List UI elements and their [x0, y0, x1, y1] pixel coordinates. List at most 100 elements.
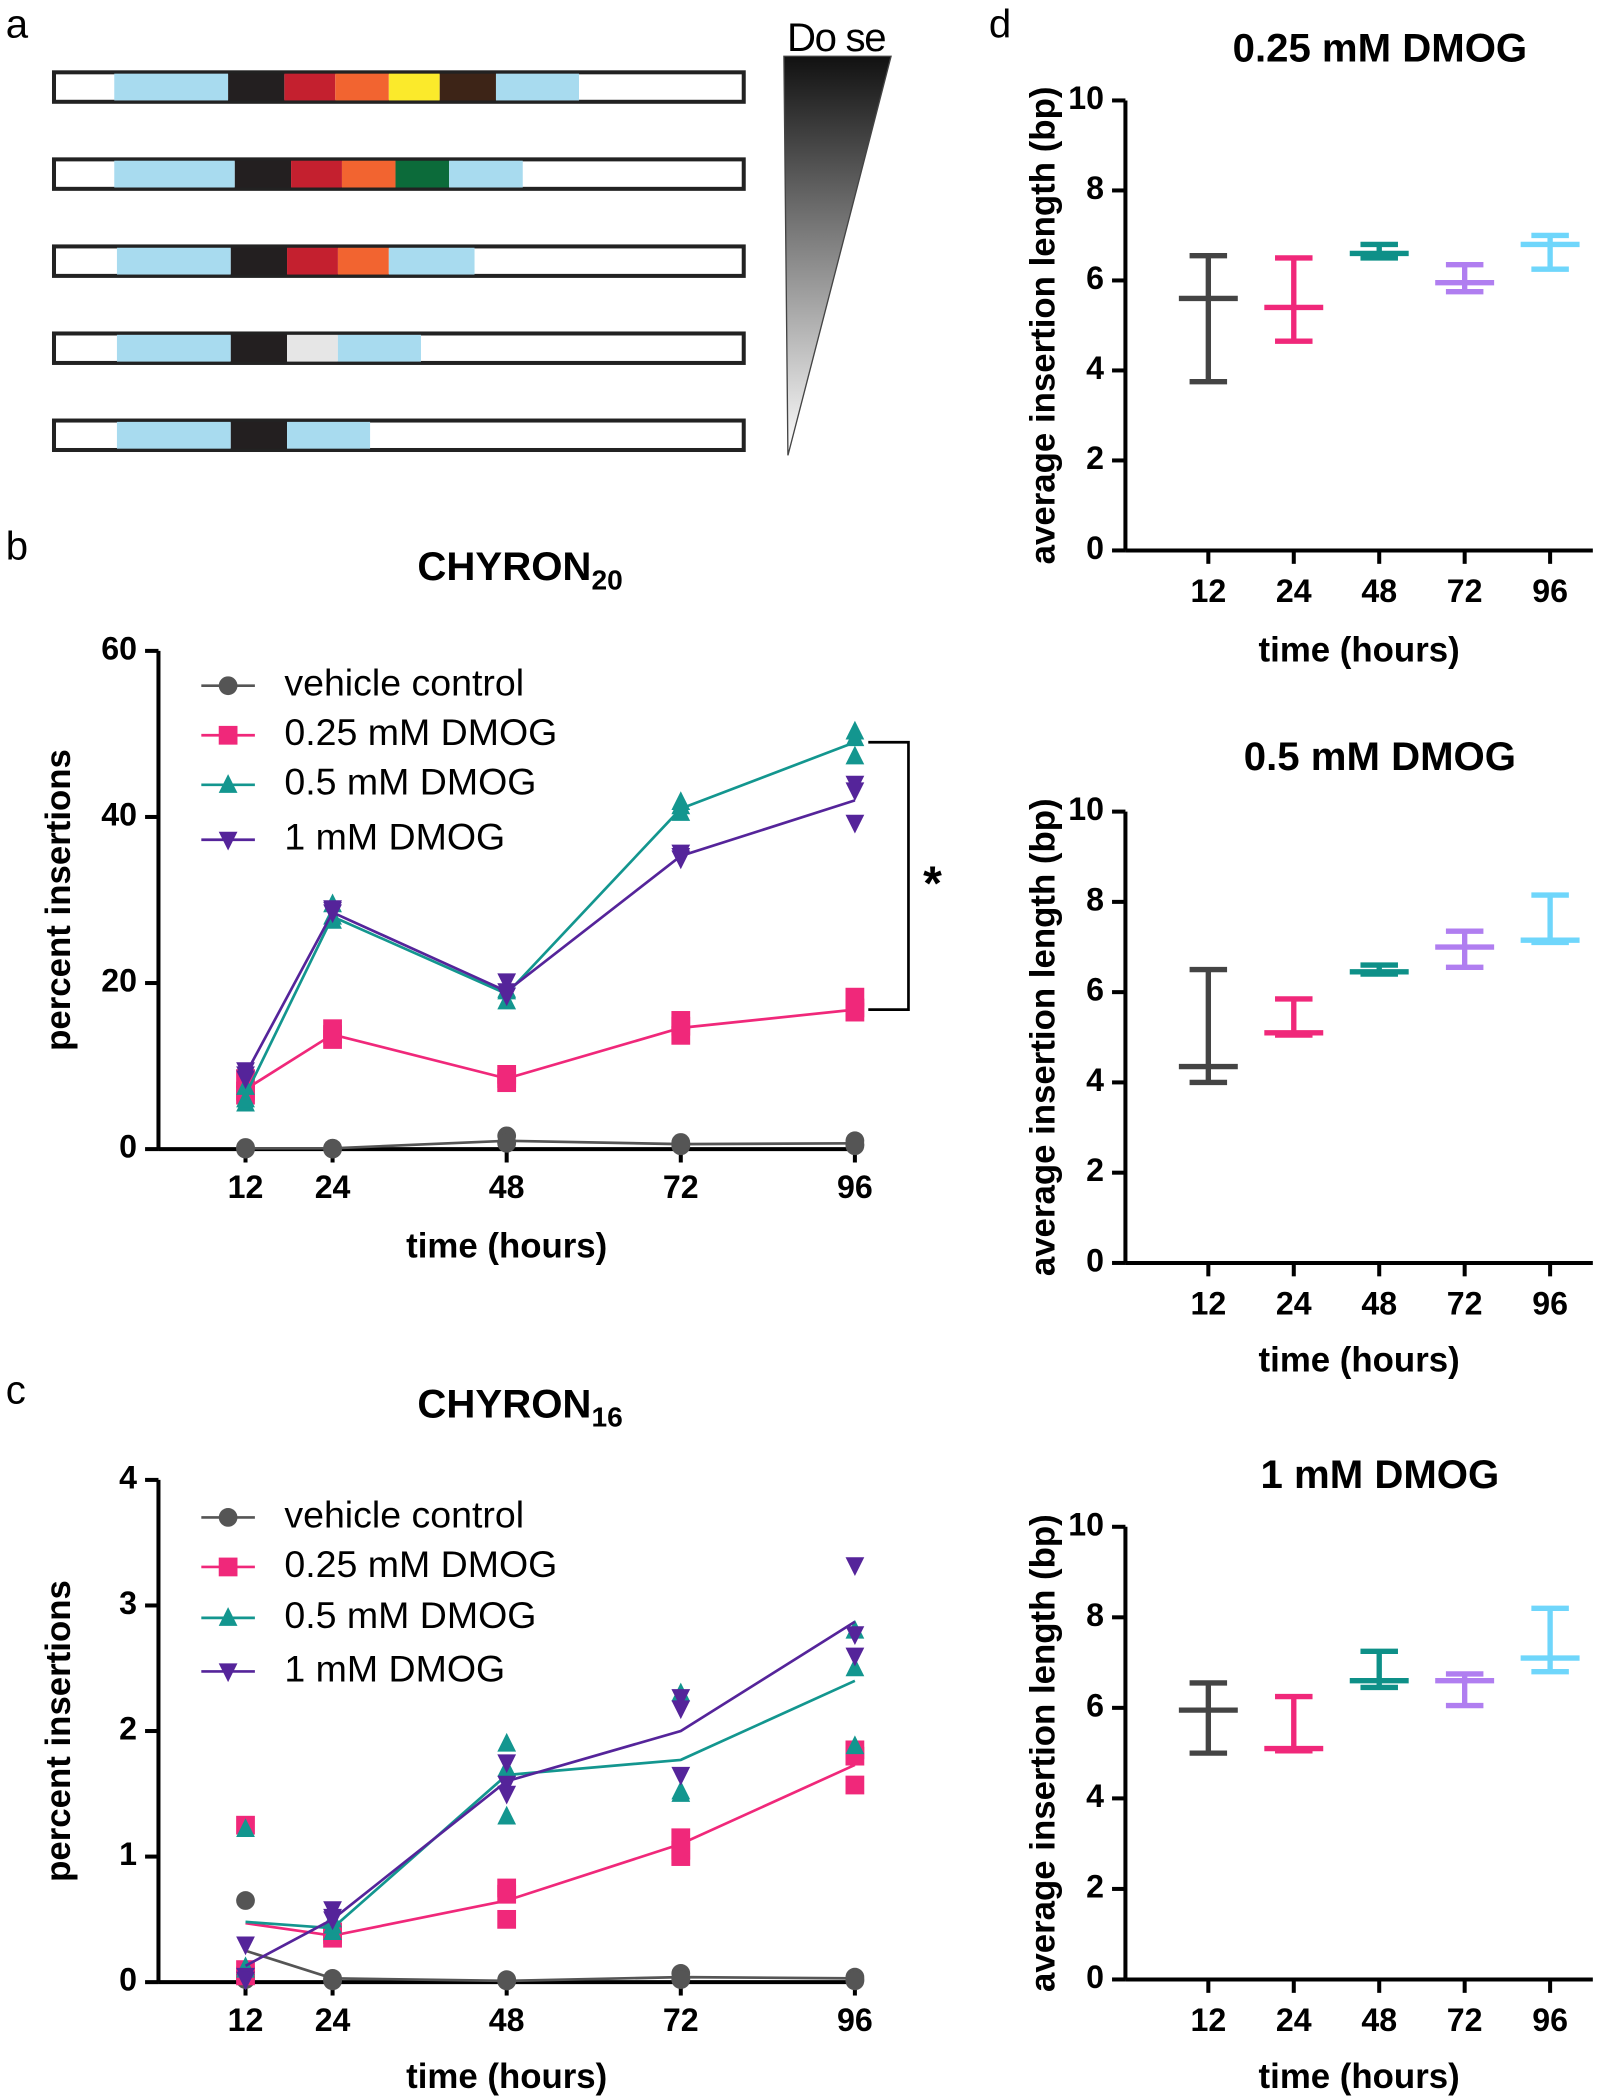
- marker: [218, 774, 238, 793]
- marker: [497, 987, 517, 1007]
- y-tick-label: 0: [1086, 1959, 1104, 1995]
- x-tick-label: 96: [1532, 573, 1568, 609]
- marker: [845, 1626, 865, 1646]
- chart-title-main: CHYRON: [417, 544, 591, 589]
- marker: [671, 1970, 691, 1990]
- marker: [845, 1971, 865, 1991]
- marker: [323, 1971, 342, 1991]
- y-tick-label: 6: [1086, 972, 1104, 1008]
- marker: [845, 814, 865, 834]
- marker: [497, 1884, 517, 1904]
- x-axis-label: time (hours): [1259, 2057, 1460, 2096]
- y-tick-label: 10: [1068, 1506, 1104, 1542]
- legend-label: vehicle control: [284, 662, 524, 704]
- marker: [671, 1136, 691, 1156]
- chart-title-subscript: 20: [591, 565, 622, 596]
- x-tick-label: 12: [228, 1169, 264, 1205]
- marker: [497, 1909, 517, 1929]
- legend-label: 1 mM DMOG: [284, 816, 505, 858]
- marker: [845, 727, 865, 747]
- marker: [845, 1557, 865, 1577]
- x-tick-label: 12: [228, 2002, 264, 2038]
- marker: [323, 1921, 342, 1940]
- marker: [323, 1138, 342, 1158]
- x-tick-label: 96: [1532, 1285, 1568, 1321]
- marker: [845, 1775, 865, 1795]
- y-axis-label: percent insertions: [39, 1580, 78, 1882]
- legend-label: 0.5 mM DMOG: [284, 761, 536, 803]
- marker: [671, 1689, 691, 1708]
- marker: [323, 1025, 342, 1044]
- marker: [497, 1805, 517, 1825]
- marker: [845, 998, 865, 1018]
- chart-title: CHYRON20: [417, 544, 622, 596]
- y-tick-label: 0: [1086, 530, 1104, 566]
- x-tick-label: 24: [1276, 573, 1312, 609]
- x-tick-label: 12: [1190, 573, 1226, 609]
- x-tick-label: 72: [1447, 573, 1483, 609]
- marker: [218, 1557, 238, 1577]
- x-tick-label: 96: [837, 2002, 873, 2038]
- y-tick-label: 60: [101, 630, 137, 666]
- x-tick-label: 48: [489, 1169, 525, 1205]
- annotation: *: [923, 856, 942, 910]
- marker: [236, 1138, 255, 1158]
- marker: [845, 775, 865, 795]
- legend-label: 1 mM DMOG: [284, 1647, 505, 1689]
- marker: [497, 1133, 517, 1152]
- y-tick-label: 3: [119, 1585, 137, 1621]
- legend-label: vehicle control: [284, 1493, 524, 1535]
- y-tick-label: 10: [1068, 80, 1104, 116]
- marker: [218, 1508, 238, 1527]
- x-tick-label: 72: [1447, 1285, 1483, 1321]
- marker: [497, 1069, 517, 1088]
- marker: [218, 831, 238, 851]
- x-tick-label: 72: [663, 2002, 699, 2038]
- x-tick-label: 72: [663, 1169, 699, 1205]
- x-axis-label: time (hours): [406, 1226, 607, 1265]
- x-tick-label: 24: [1276, 1285, 1312, 1321]
- marker: [497, 1754, 517, 1774]
- panel-label: d: [989, 1, 1011, 46]
- x-tick-label: 12: [1190, 2002, 1226, 2038]
- y-tick-label: 2: [1086, 1152, 1104, 1188]
- chart-title: CHYRON16: [417, 1381, 622, 1433]
- y-axis-label: average insertion length (bp): [1023, 1514, 1062, 1992]
- y-axis-label: percent insertions: [39, 749, 78, 1051]
- marker: [218, 725, 238, 745]
- marker: [218, 1663, 238, 1683]
- marker: [218, 1607, 238, 1626]
- marker: [671, 1700, 691, 1720]
- y-tick-label: 2: [1086, 440, 1104, 476]
- y-tick-label: 20: [101, 963, 137, 999]
- marker: [497, 1785, 517, 1805]
- x-axis-label: time (hours): [1259, 1340, 1460, 1379]
- marker: [671, 847, 691, 867]
- x-tick-label: 48: [489, 2002, 525, 2038]
- marker: [671, 795, 691, 815]
- panel-label: c: [6, 1367, 26, 1412]
- chart-title: 0.25 mM DMOG: [1233, 26, 1528, 71]
- y-axis-label: average insertion length (bp): [1023, 798, 1062, 1276]
- y-tick-label: 40: [101, 796, 137, 832]
- significance-bracket: [868, 740, 910, 1011]
- chart-title-subscript: 16: [591, 1402, 622, 1433]
- marker: [671, 1780, 691, 1800]
- y-tick-label: 0: [119, 1962, 137, 1998]
- x-tick-label: 72: [1447, 2002, 1483, 2038]
- marker: [497, 1775, 517, 1795]
- marker: [236, 1971, 255, 1991]
- marker: [236, 1066, 255, 1086]
- x-axis-label: time (hours): [1259, 630, 1460, 669]
- marker: [497, 973, 517, 993]
- marker: [236, 1891, 255, 1910]
- marker: [323, 1908, 342, 1928]
- y-axis-label: average insertion length (bp): [1023, 87, 1062, 565]
- x-tick-label: 48: [1361, 1285, 1397, 1321]
- x-tick-label: 96: [837, 1169, 873, 1205]
- dose-label: Do se: [787, 15, 885, 60]
- y-tick-label: 0: [1086, 1242, 1104, 1278]
- marker: [323, 901, 342, 921]
- marker: [845, 745, 865, 765]
